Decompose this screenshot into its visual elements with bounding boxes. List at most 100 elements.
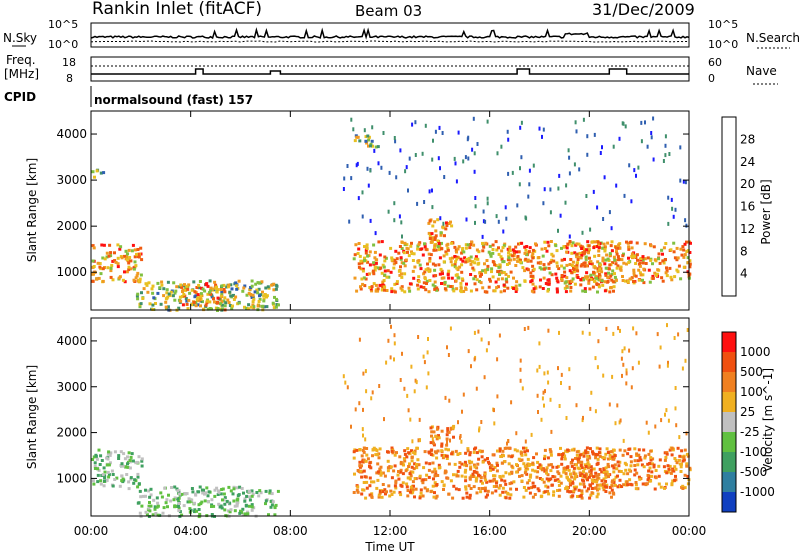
power-cell [450,241,454,245]
velocity-cell [547,492,551,496]
velocity-cell [170,486,173,489]
power-cell [133,248,137,252]
power-cell [498,273,501,276]
power-cell [516,259,520,263]
velocity-cell [633,468,637,472]
power-cell [609,286,613,289]
velocity-cell [574,472,578,476]
power-cell [250,284,254,288]
velocity-cell [100,459,104,462]
power-cell [600,279,604,283]
power-cell [368,263,372,267]
power-cell [447,269,451,273]
velocity-cell [137,455,141,459]
power-cell [538,266,542,270]
power-cell [617,243,621,247]
velocity-cell [643,454,647,458]
power-cell [557,267,561,271]
velocity-cell [535,475,539,479]
power-cell [665,274,669,278]
velocity-cell [445,457,449,460]
velocity-cell [259,491,263,495]
velocity-cell [177,491,181,494]
power-cell [436,218,440,222]
velocity-cell [484,478,488,482]
frequency-panel-frame [90,56,690,82]
power-cell [540,247,544,251]
velocity-cell [129,455,133,459]
velocity-cell [93,461,97,465]
velocity-cell [148,495,152,499]
velocity-cell [428,462,432,466]
velocity-cell [419,488,423,492]
power-cell [607,271,610,275]
power-cell [377,240,381,244]
velocity-cell [398,491,402,495]
velocity-cell [638,456,642,459]
velocity-cell [470,460,474,464]
power-sparse-cell [438,125,441,130]
power-cell [519,258,522,262]
power-cell [528,246,532,250]
velocity-cell [119,464,123,467]
power-sparse-cell [357,196,360,201]
power-cell [394,261,398,265]
velocity-cell [431,453,435,457]
velocity-cell [577,488,581,492]
power-cell [365,272,369,276]
power-cell [139,246,143,250]
velocity-cell [504,496,508,500]
velocity-cell [458,461,462,465]
power-cell [142,287,146,291]
power-cell [275,297,278,301]
power-sparse-cell [601,145,603,150]
velocity-cell [581,478,584,482]
velocity-cell [680,449,684,453]
power-cell [182,292,186,296]
colorbar-tick-label: 1000 [740,345,771,359]
power-cell [413,265,417,269]
velocity-cell [563,457,567,461]
velocity-cell [572,489,576,493]
velocity-sparse-cell [637,360,640,365]
velocity-cell [580,492,584,495]
velocity-cell [444,447,448,451]
power-cell [193,290,197,294]
velocity-cell [500,478,504,482]
velocity-cell [231,492,235,496]
power-cell [162,287,166,291]
noise-search-trace [90,40,690,43]
power-cell [675,268,679,272]
power-cell [514,287,518,291]
velocity-sparse-cell [557,366,559,371]
velocity-cell [487,462,491,466]
power-cell [417,275,421,279]
power-cell [595,245,599,248]
velocity-sparse-cell [660,418,663,423]
velocity-cell [479,476,483,479]
power-cell [92,246,96,250]
velocity-sparse-cell [350,424,352,429]
power-sparse-cell [373,148,376,153]
velocity-sparse-cell [403,386,406,391]
power-cell [593,279,596,283]
power-cell [523,279,527,283]
velocity-cell [531,461,535,465]
power-sparse-cell [519,125,522,130]
power-cell [179,299,183,303]
power-cell [428,234,432,237]
velocity-data-cells [91,323,692,519]
power-cell [372,272,376,276]
velocity-cell [195,509,199,513]
velocity-cell [579,474,583,477]
velocity-cell [545,466,549,470]
power-cell [547,288,550,291]
power-cell [93,175,96,179]
velocity-cell [456,469,460,473]
power-cell [446,248,450,252]
velocity-cell [615,467,619,471]
velocity-cell [589,465,593,469]
power-cell [385,275,389,279]
velocity-cell [483,476,487,480]
